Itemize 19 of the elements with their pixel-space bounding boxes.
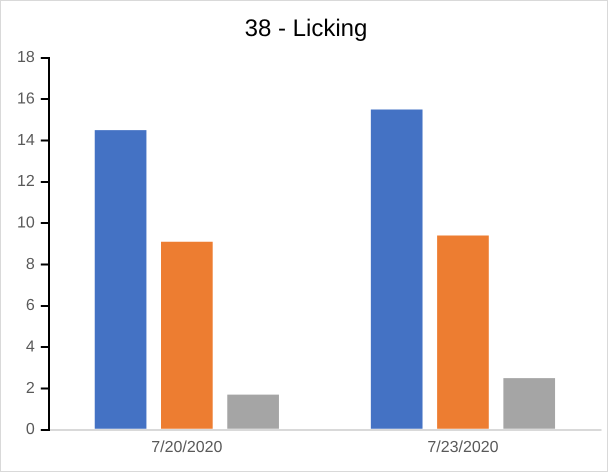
chart-title: 38 - Licking [244,15,368,42]
y-tick-label: 6 [26,297,35,314]
y-tick-label: 14 [17,132,35,149]
x-tick-label: 7/23/2020 [427,438,499,456]
bar [437,236,489,429]
y-tick-label: 18 [17,49,35,66]
bar [94,130,146,429]
bar [227,394,279,429]
x-tick-label: 7/20/2020 [151,438,223,456]
bar [370,109,423,429]
y-tick-label: 0 [26,421,35,438]
y-tick-label: 12 [17,173,35,190]
y-tick-label: 10 [17,214,35,232]
y-tick-label: 16 [17,90,35,108]
y-tick-label: 2 [26,380,35,397]
y-tick-label: 4 [26,338,35,356]
bar [503,378,556,429]
bar [161,242,213,429]
y-tick-label: 8 [26,256,35,273]
